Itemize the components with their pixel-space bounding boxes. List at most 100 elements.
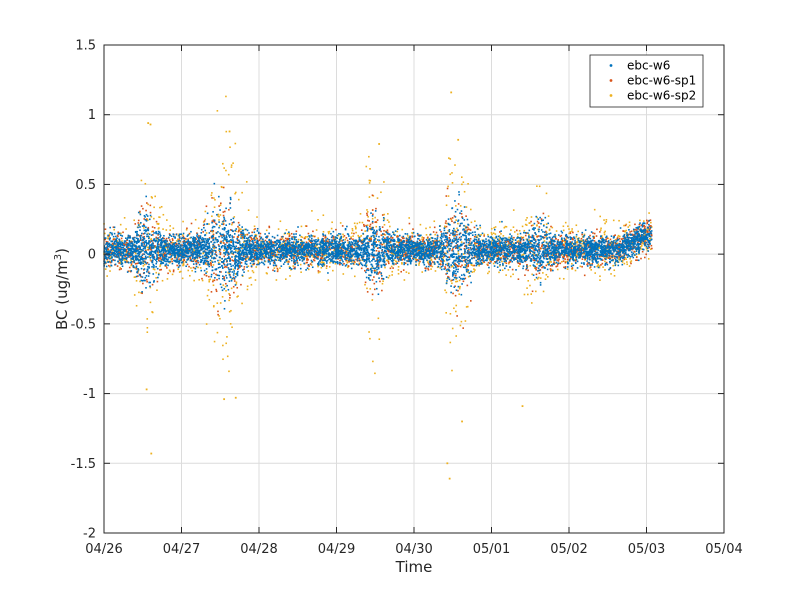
data-point xyxy=(258,239,261,242)
data-point xyxy=(603,231,606,234)
data-point xyxy=(617,236,619,238)
data-point xyxy=(242,255,245,258)
data-point xyxy=(487,272,489,275)
data-point xyxy=(134,263,137,265)
data-point xyxy=(446,187,449,190)
data-point xyxy=(642,239,644,241)
data-point xyxy=(598,242,601,244)
data-point xyxy=(147,248,150,251)
data-point xyxy=(625,229,628,232)
data-point xyxy=(112,238,115,241)
data-point xyxy=(395,260,397,263)
data-point xyxy=(297,238,300,241)
data-point xyxy=(267,254,270,256)
data-point xyxy=(346,257,349,260)
data-point xyxy=(601,235,603,237)
data-point xyxy=(589,240,592,243)
data-point xyxy=(438,240,440,243)
data-point xyxy=(237,246,240,249)
data-point xyxy=(273,241,275,244)
data-point xyxy=(137,270,140,273)
data-point xyxy=(234,257,236,260)
data-point xyxy=(428,247,431,250)
data-point xyxy=(252,271,255,274)
data-point xyxy=(155,220,158,223)
data-point xyxy=(282,244,284,246)
data-point xyxy=(222,162,224,165)
data-point xyxy=(477,239,480,241)
data-point xyxy=(234,142,237,145)
data-point xyxy=(222,214,225,217)
data-point xyxy=(225,266,228,268)
data-point xyxy=(325,245,327,248)
data-point xyxy=(470,264,473,266)
data-point xyxy=(169,253,172,256)
data-point xyxy=(498,265,501,267)
data-point xyxy=(238,229,240,232)
data-point xyxy=(321,247,324,249)
data-point xyxy=(488,270,490,273)
data-point xyxy=(216,278,218,281)
data-point xyxy=(177,238,179,241)
data-point xyxy=(450,218,453,221)
data-point xyxy=(293,262,295,265)
data-point xyxy=(526,263,528,266)
data-point xyxy=(363,248,365,250)
data-point xyxy=(146,246,149,249)
data-point xyxy=(418,249,420,252)
data-point xyxy=(210,275,213,278)
data-point xyxy=(648,237,651,240)
data-point xyxy=(151,240,154,242)
data-point xyxy=(366,211,369,213)
data-point xyxy=(263,256,265,259)
data-point xyxy=(315,239,317,241)
data-point xyxy=(366,251,368,254)
data-point xyxy=(342,247,345,249)
data-point xyxy=(504,256,507,259)
data-point xyxy=(627,248,630,250)
data-point xyxy=(416,259,419,261)
data-point xyxy=(453,215,456,217)
data-point xyxy=(215,290,218,293)
data-point xyxy=(315,245,317,248)
data-point xyxy=(636,259,638,262)
data-point xyxy=(351,246,353,248)
data-point xyxy=(187,269,190,272)
data-point xyxy=(566,236,568,239)
data-point xyxy=(252,259,254,261)
data-point xyxy=(444,222,447,224)
data-point xyxy=(116,242,118,245)
data-point xyxy=(159,206,161,209)
data-point xyxy=(355,245,357,248)
data-point xyxy=(170,258,173,261)
data-point xyxy=(580,237,583,240)
data-point xyxy=(521,237,524,239)
data-point xyxy=(565,254,568,257)
data-point xyxy=(618,235,621,238)
data-point xyxy=(512,242,515,244)
data-point xyxy=(604,253,607,256)
data-point xyxy=(571,250,574,253)
data-point xyxy=(481,232,484,235)
data-point xyxy=(365,276,368,279)
data-point xyxy=(598,265,601,267)
data-point xyxy=(529,252,532,255)
data-point xyxy=(378,271,380,274)
data-point xyxy=(650,234,653,236)
data-point xyxy=(227,271,229,274)
data-point xyxy=(123,243,126,246)
data-point xyxy=(508,255,510,258)
data-point xyxy=(265,229,268,232)
data-point xyxy=(312,259,315,261)
data-point xyxy=(467,243,470,246)
data-point xyxy=(320,266,323,269)
data-point xyxy=(426,252,428,255)
data-point xyxy=(572,231,574,234)
data-point xyxy=(368,239,371,241)
data-point xyxy=(287,237,289,240)
data-point xyxy=(149,211,152,214)
data-point xyxy=(195,263,198,266)
data-point xyxy=(254,279,257,281)
data-point xyxy=(208,245,211,247)
data-point xyxy=(534,278,536,281)
